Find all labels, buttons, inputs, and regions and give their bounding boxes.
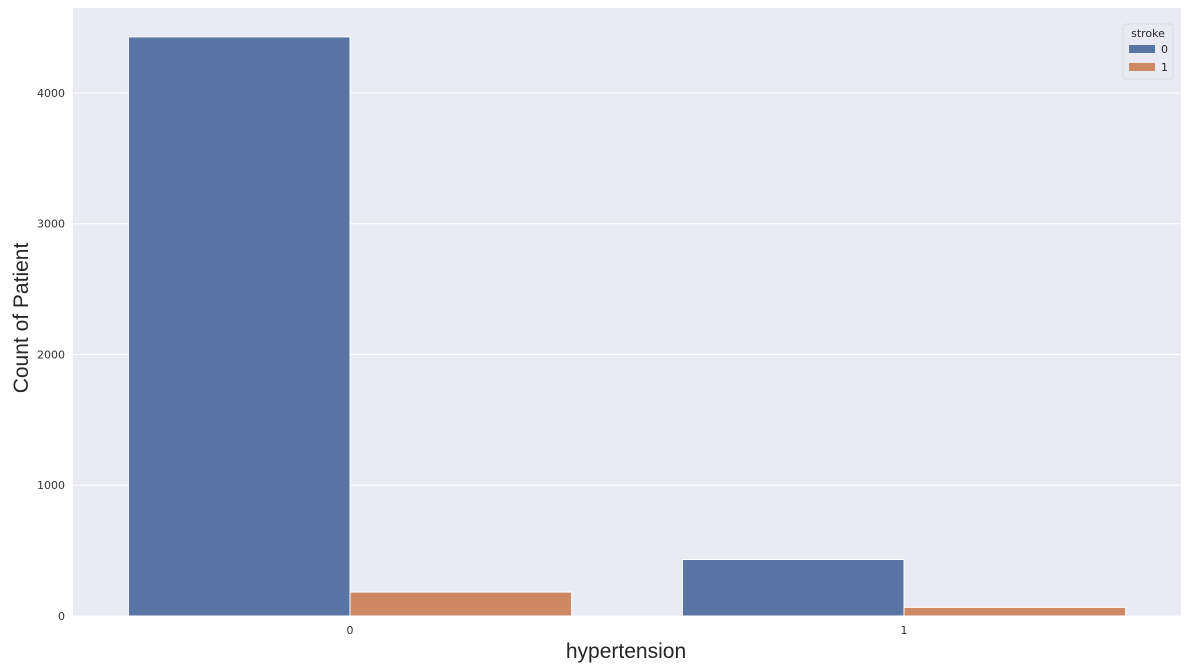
bar-hypertension-1-stroke-0 <box>681 559 905 617</box>
legend-label-1: 1 <box>1161 61 1168 74</box>
x-axis-label: hypertension <box>566 640 686 663</box>
bar-hypertension-0-stroke-0 <box>127 36 351 617</box>
y-tick-label: 1000 <box>37 479 65 492</box>
x-tick-label: 1 <box>901 624 908 637</box>
y-tick-label: 2000 <box>37 348 65 361</box>
legend: stroke 0 1 <box>1122 23 1174 80</box>
legend-label-0: 0 <box>1161 43 1168 56</box>
legend-swatch-1 <box>1129 63 1155 71</box>
y-axis-label: Count of Patient <box>10 243 33 394</box>
legend-title: stroke <box>1131 27 1165 40</box>
bar-hypertension-1-stroke-1 <box>903 606 1127 617</box>
y-tick-label: 0 <box>58 610 65 623</box>
bar-hypertension-0-stroke-1 <box>349 591 573 617</box>
y-tick-label: 3000 <box>37 218 65 231</box>
x-tick-label: 0 <box>347 624 354 637</box>
bars <box>127 36 1127 617</box>
legend-swatch-0 <box>1129 45 1155 53</box>
y-tick-label: 4000 <box>37 87 65 100</box>
y-axis-ticks: 0 1000 2000 3000 4000 <box>37 87 65 623</box>
